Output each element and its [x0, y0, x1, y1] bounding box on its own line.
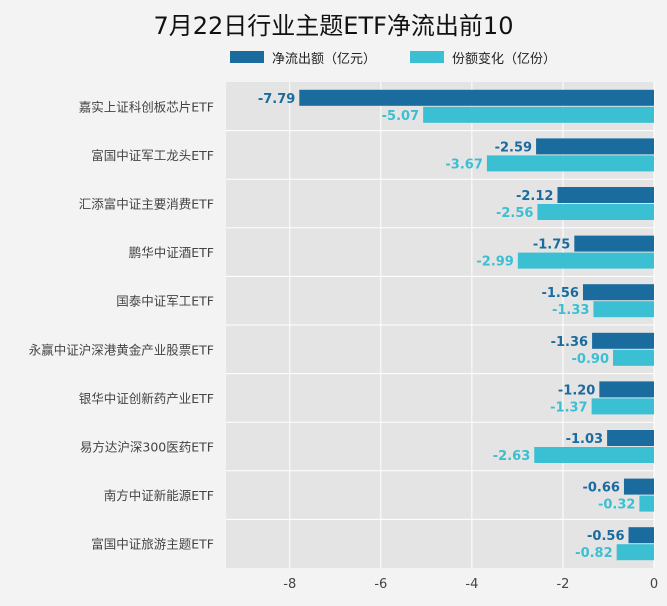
data-label: -1.03: [566, 432, 603, 447]
data-label: -0.66: [582, 481, 619, 496]
category-label: 富国中证军工龙头ETF: [91, 148, 214, 163]
chart-title: 7月22日行业主题ETF净流出前10: [153, 12, 514, 40]
bar-share-change: [591, 398, 654, 415]
data-label: -0.82: [575, 546, 612, 561]
data-label: -1.36: [551, 335, 588, 350]
bar-net-outflow: [536, 138, 654, 155]
data-label: -2.12: [516, 189, 553, 204]
data-label: -2.59: [495, 140, 532, 155]
bar-share-change: [639, 495, 654, 512]
bar-share-change: [517, 252, 654, 269]
legend-label-share-change: 份额变化（亿份）: [452, 51, 557, 67]
category-label: 嘉实上证科创板芯片ETF: [79, 99, 214, 114]
data-label: -1.75: [533, 238, 570, 253]
bar-net-outflow: [582, 284, 654, 301]
category-label: 国泰中证军工ETF: [116, 294, 214, 309]
category-label: 鹏华中证酒ETF: [129, 245, 214, 260]
data-label: -1.37: [550, 400, 587, 415]
category-label: 银华中证创新药产业ETF: [79, 391, 214, 406]
category-label: 南方中证新能源ETF: [104, 488, 214, 503]
category-label: 汇添富中证主要消费ETF: [79, 197, 214, 212]
bar-share-change: [486, 155, 654, 172]
bar-share-change: [616, 544, 654, 561]
data-label: -0.56: [587, 529, 624, 544]
data-label: -1.56: [541, 286, 578, 301]
x-tick-label: -2: [556, 577, 569, 592]
data-label: -3.67: [445, 157, 482, 172]
data-label: -1.33: [552, 303, 589, 318]
data-label: -7.79: [258, 92, 295, 107]
data-label: -1.20: [558, 383, 595, 398]
legend-item-outflow: 净流出额（亿元）: [230, 48, 376, 67]
bar-share-change: [534, 447, 654, 463]
legend-item-share-change: 份额变化（亿份）: [410, 48, 556, 67]
data-label: -5.07: [382, 109, 419, 124]
legend-swatch-outflow: [230, 51, 264, 63]
bar-net-outflow: [557, 187, 654, 203]
category-label: 永赢中证沪深港黄金产业股票ETF: [29, 342, 214, 357]
x-tick-label: -8: [283, 577, 296, 592]
legend-swatch-share-change: [410, 51, 445, 63]
bar-share-change: [593, 301, 654, 318]
bar-share-change: [423, 106, 654, 123]
x-tick-label: 0: [650, 577, 658, 592]
legend-label-outflow: 净流出额（亿元）: [272, 51, 377, 67]
bar-net-outflow: [599, 381, 654, 398]
data-label: -0.32: [598, 498, 635, 513]
data-label: -2.99: [476, 255, 513, 270]
bar-net-outflow: [628, 527, 654, 544]
bar-net-outflow: [574, 235, 654, 252]
bar-share-change: [537, 204, 654, 220]
bar-net-outflow: [623, 478, 654, 495]
data-label: -0.90: [572, 352, 609, 367]
bar-net-outflow: [299, 89, 654, 106]
bar-share-change: [613, 349, 654, 366]
x-tick-label: -6: [374, 577, 387, 592]
category-label: 易方达沪深300医药ETF: [80, 440, 214, 455]
x-tick-label: -4: [465, 577, 478, 592]
data-label: -2.56: [496, 206, 533, 221]
data-label: -2.63: [493, 449, 530, 464]
bar-net-outflow: [592, 332, 654, 349]
category-label: 富国中证旅游主题ETF: [91, 537, 214, 552]
bar-net-outflow: [607, 430, 654, 446]
legend: 净流出额（亿元） 份额变化（亿份）: [230, 47, 590, 67]
